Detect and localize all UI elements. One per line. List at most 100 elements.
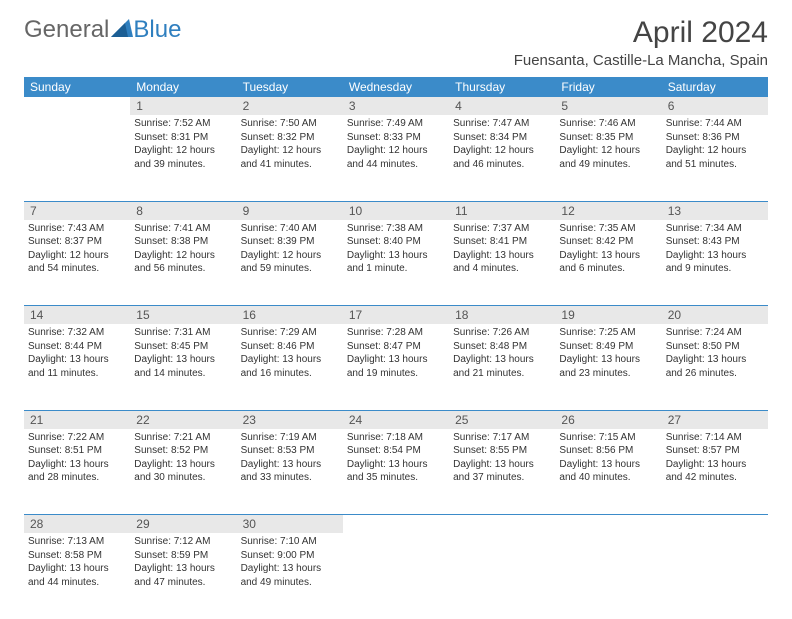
day-cell: Sunrise: 7:52 AMSunset: 8:31 PMDaylight:… (130, 115, 236, 201)
day-cell: Sunrise: 7:15 AMSunset: 8:56 PMDaylight:… (555, 429, 661, 515)
day-cell: Sunrise: 7:25 AMSunset: 8:49 PMDaylight:… (555, 324, 661, 410)
day-number-cell: 11 (449, 201, 555, 220)
day-number-cell: 16 (237, 306, 343, 325)
day1-text: Daylight: 13 hours (134, 353, 232, 367)
sunrise-text: Sunrise: 7:46 AM (559, 117, 657, 131)
sunrise-text: Sunrise: 7:15 AM (559, 431, 657, 445)
sunrise-text: Sunrise: 7:10 AM (241, 535, 339, 549)
day-number-cell: 1 (130, 97, 236, 115)
day1-text: Daylight: 12 hours (666, 144, 764, 158)
page-title: April 2024 (514, 16, 768, 50)
day-number-cell: 14 (24, 306, 130, 325)
calendar-table: SundayMondayTuesdayWednesdayThursdayFrid… (24, 77, 768, 619)
sunrise-text: Sunrise: 7:19 AM (241, 431, 339, 445)
day-number-cell: 20 (662, 306, 768, 325)
day1-text: Daylight: 12 hours (241, 249, 339, 263)
day-cell: Sunrise: 7:19 AMSunset: 8:53 PMDaylight:… (237, 429, 343, 515)
day-number-cell: 17 (343, 306, 449, 325)
day-number-cell (662, 515, 768, 534)
day-cell: Sunrise: 7:37 AMSunset: 8:41 PMDaylight:… (449, 220, 555, 306)
day1-text: Daylight: 12 hours (347, 144, 445, 158)
day2-text: and 42 minutes. (666, 471, 764, 485)
day1-text: Daylight: 13 hours (28, 562, 126, 576)
day-cell: Sunrise: 7:21 AMSunset: 8:52 PMDaylight:… (130, 429, 236, 515)
day-cell: Sunrise: 7:41 AMSunset: 8:38 PMDaylight:… (130, 220, 236, 306)
day2-text: and 21 minutes. (453, 367, 551, 381)
day1-text: Daylight: 13 hours (28, 458, 126, 472)
sunset-text: Sunset: 8:34 PM (453, 131, 551, 145)
sunset-text: Sunset: 8:49 PM (559, 340, 657, 354)
weekday-header: Thursday (449, 77, 555, 97)
day-number-cell: 22 (130, 410, 236, 429)
day1-text: Daylight: 12 hours (134, 249, 232, 263)
sunset-text: Sunset: 8:50 PM (666, 340, 764, 354)
sunset-text: Sunset: 8:41 PM (453, 235, 551, 249)
day2-text: and 47 minutes. (134, 576, 232, 590)
day-number-cell: 19 (555, 306, 661, 325)
day1-text: Daylight: 13 hours (559, 353, 657, 367)
sunset-text: Sunset: 8:42 PM (559, 235, 657, 249)
sunrise-text: Sunrise: 7:13 AM (28, 535, 126, 549)
weekday-header: Tuesday (237, 77, 343, 97)
sunset-text: Sunset: 8:59 PM (134, 549, 232, 563)
day-number-cell: 18 (449, 306, 555, 325)
day-cell: Sunrise: 7:18 AMSunset: 8:54 PMDaylight:… (343, 429, 449, 515)
sunset-text: Sunset: 8:39 PM (241, 235, 339, 249)
day-cell: Sunrise: 7:12 AMSunset: 8:59 PMDaylight:… (130, 533, 236, 619)
day1-text: Daylight: 13 hours (28, 353, 126, 367)
day1-text: Daylight: 13 hours (347, 353, 445, 367)
day2-text: and 39 minutes. (134, 158, 232, 172)
day1-text: Daylight: 13 hours (453, 458, 551, 472)
day1-text: Daylight: 13 hours (347, 249, 445, 263)
day-number-cell: 27 (662, 410, 768, 429)
day-number-cell: 10 (343, 201, 449, 220)
sunrise-text: Sunrise: 7:35 AM (559, 222, 657, 236)
logo: General Blue (24, 16, 181, 44)
day2-text: and 9 minutes. (666, 262, 764, 276)
day2-text: and 6 minutes. (559, 262, 657, 276)
day2-text: and 49 minutes. (559, 158, 657, 172)
day-number-cell (24, 97, 130, 115)
sunrise-text: Sunrise: 7:24 AM (666, 326, 764, 340)
day-cell: Sunrise: 7:46 AMSunset: 8:35 PMDaylight:… (555, 115, 661, 201)
day-number-cell: 13 (662, 201, 768, 220)
day-number-cell (343, 515, 449, 534)
sunrise-text: Sunrise: 7:44 AM (666, 117, 764, 131)
day-cell: Sunrise: 7:26 AMSunset: 8:48 PMDaylight:… (449, 324, 555, 410)
sunset-text: Sunset: 8:45 PM (134, 340, 232, 354)
day-number-cell (449, 515, 555, 534)
day2-text: and 54 minutes. (28, 262, 126, 276)
location-subtitle: Fuensanta, Castille-La Mancha, Spain (514, 52, 768, 69)
day-cell: Sunrise: 7:50 AMSunset: 8:32 PMDaylight:… (237, 115, 343, 201)
sunset-text: Sunset: 8:38 PM (134, 235, 232, 249)
weekday-header: Friday (555, 77, 661, 97)
sunset-text: Sunset: 8:31 PM (134, 131, 232, 145)
day1-text: Daylight: 13 hours (134, 562, 232, 576)
day-number-cell: 29 (130, 515, 236, 534)
day1-text: Daylight: 13 hours (666, 249, 764, 263)
day2-text: and 14 minutes. (134, 367, 232, 381)
day-cell: Sunrise: 7:29 AMSunset: 8:46 PMDaylight:… (237, 324, 343, 410)
sunset-text: Sunset: 8:46 PM (241, 340, 339, 354)
logo-text-general: General (24, 16, 109, 44)
sunrise-text: Sunrise: 7:17 AM (453, 431, 551, 445)
day2-text: and 49 minutes. (241, 576, 339, 590)
day1-text: Daylight: 13 hours (134, 458, 232, 472)
day-cell: Sunrise: 7:10 AMSunset: 9:00 PMDaylight:… (237, 533, 343, 619)
sunset-text: Sunset: 8:56 PM (559, 444, 657, 458)
sunset-text: Sunset: 8:55 PM (453, 444, 551, 458)
day-cell: Sunrise: 7:40 AMSunset: 8:39 PMDaylight:… (237, 220, 343, 306)
day-number-cell: 2 (237, 97, 343, 115)
calendar-header: SundayMondayTuesdayWednesdayThursdayFrid… (24, 77, 768, 97)
day1-text: Daylight: 12 hours (28, 249, 126, 263)
sunrise-text: Sunrise: 7:25 AM (559, 326, 657, 340)
day2-text: and 30 minutes. (134, 471, 232, 485)
day-number-cell: 15 (130, 306, 236, 325)
day-cell (449, 533, 555, 619)
header: General Blue April 2024 Fuensanta, Casti… (24, 16, 768, 69)
day-cell (343, 533, 449, 619)
day-number-cell: 30 (237, 515, 343, 534)
day-cell: Sunrise: 7:24 AMSunset: 8:50 PMDaylight:… (662, 324, 768, 410)
sunrise-text: Sunrise: 7:34 AM (666, 222, 764, 236)
sunrise-text: Sunrise: 7:43 AM (28, 222, 126, 236)
